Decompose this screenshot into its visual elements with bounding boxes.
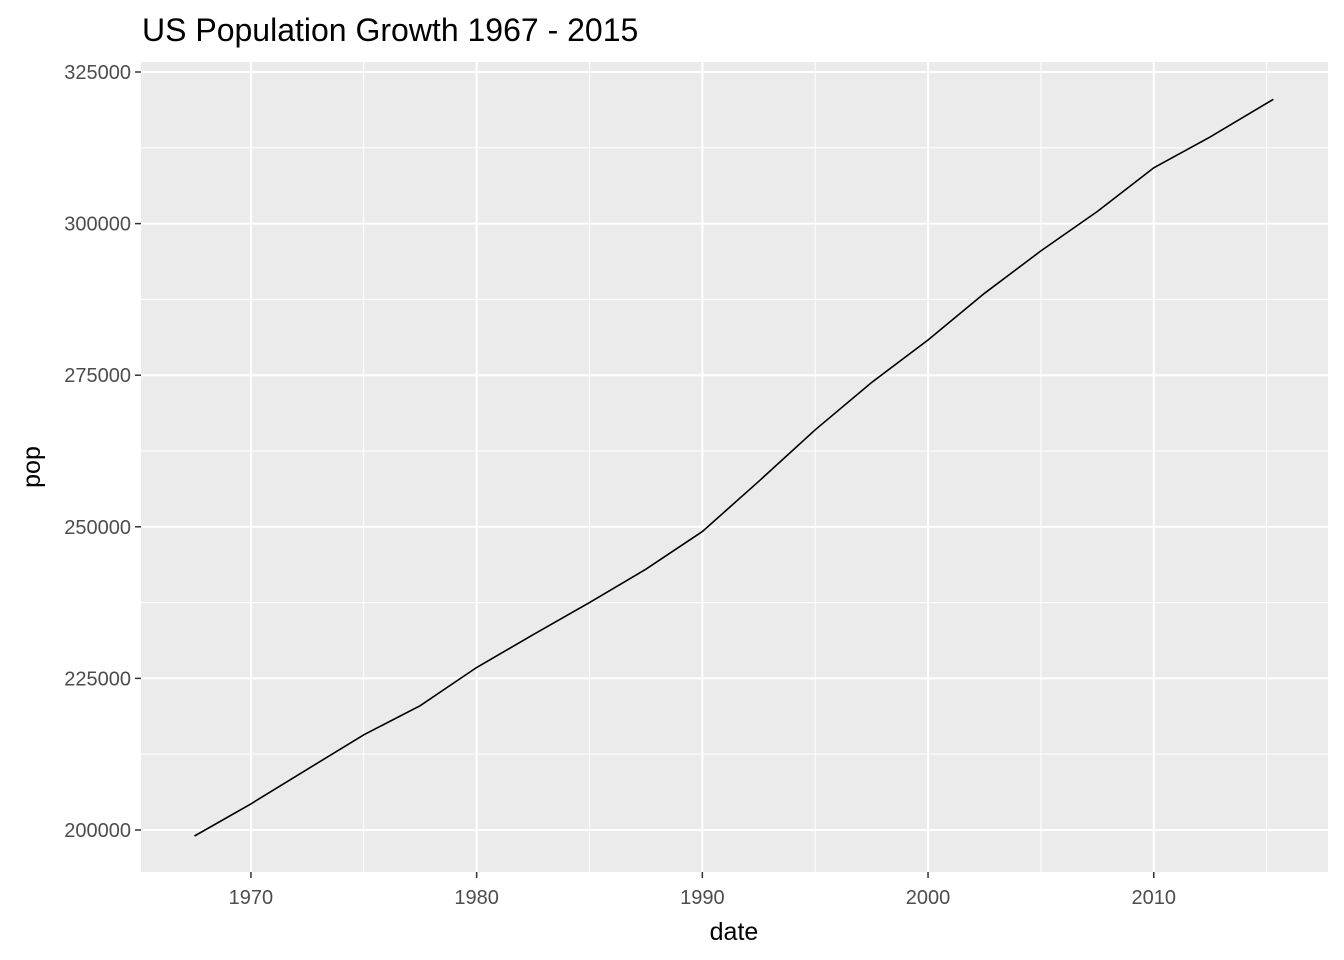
y-tick-label: 275000 [64, 365, 131, 387]
y-tick-label: 325000 [64, 62, 131, 84]
x-axis-label: date [710, 918, 759, 946]
chart-title: US Population Growth 1967 - 2015 [142, 12, 638, 48]
y-tick-label: 300000 [64, 214, 131, 236]
y-tick-label: 225000 [64, 668, 131, 690]
x-tick-label: 1990 [680, 887, 725, 909]
y-tick-label: 250000 [64, 517, 131, 539]
x-tick-label: 2010 [1132, 887, 1177, 909]
x-tick-label: 1970 [229, 887, 274, 909]
y-tick-label: 200000 [64, 820, 131, 842]
x-tick-label: 1980 [454, 887, 499, 909]
x-tick-label: 2000 [906, 887, 951, 909]
series-line-pop [194, 98, 1274, 837]
plot-panel [141, 62, 1328, 872]
y-axis-label: pop [18, 446, 46, 488]
